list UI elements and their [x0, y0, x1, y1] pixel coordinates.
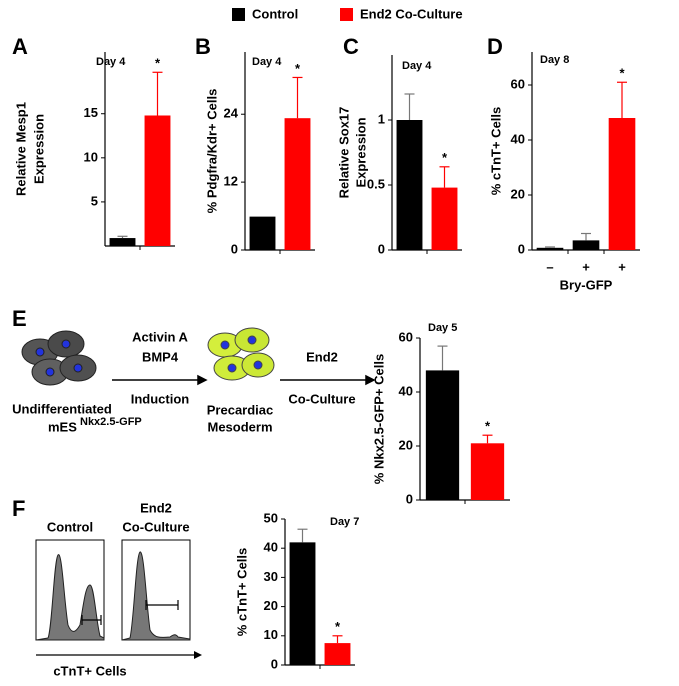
flow-title: Co-Culture	[122, 519, 189, 534]
diagram-label: Activin A	[132, 329, 188, 344]
mes-cells	[21, 330, 97, 386]
annotation: Day 7	[330, 516, 359, 528]
diagram-label: Precardiac	[207, 402, 274, 417]
flow-title: Control	[47, 519, 93, 534]
y-label: % Pdgfra/Kdr+ Cells	[204, 89, 219, 214]
bar	[249, 216, 276, 250]
panel-letter: A	[12, 34, 28, 59]
y-tick-label: 40	[264, 540, 278, 555]
diagram-label: mES	[48, 419, 77, 434]
diagram-label: Undifferentiated	[12, 401, 112, 416]
y-label: Relative Mesp1	[13, 102, 28, 196]
annotation: Day 4	[96, 56, 126, 68]
panel-letter: E	[12, 306, 27, 331]
bar	[396, 120, 423, 250]
legend-swatch	[232, 8, 245, 21]
x-label: Bry-GFP	[560, 277, 613, 292]
bar	[289, 542, 316, 665]
bar	[572, 240, 600, 250]
bar	[470, 443, 505, 500]
diagram-label: End2	[306, 349, 338, 364]
y-tick-label: 30	[264, 569, 278, 584]
bar	[144, 115, 171, 246]
bar	[284, 118, 311, 250]
diagram-superscript: Nkx2.5-GFP	[80, 416, 142, 428]
flow-xlabel: cTnT+ Cells	[53, 663, 126, 678]
flow-title: End2	[140, 500, 172, 515]
diagram-label: BMP4	[142, 349, 179, 364]
x-tick-label: –	[546, 259, 553, 274]
bar	[536, 247, 564, 250]
y-tick-label: 0	[231, 241, 238, 256]
y-tick-label: 0	[518, 241, 525, 256]
diagram-label: Induction	[131, 391, 190, 406]
annotation: Day 8	[540, 54, 569, 66]
significance: *	[442, 150, 448, 165]
y-label: Expression	[353, 117, 368, 187]
y-tick-label: 0	[378, 241, 385, 256]
panel-letter: C	[343, 34, 359, 59]
y-tick-label: 60	[511, 76, 525, 91]
flow-axis-arrow	[194, 651, 202, 659]
legend-label: End2 Co-Culture	[360, 6, 463, 21]
y-tick-label: 5	[91, 193, 98, 208]
x-tick-label: +	[618, 259, 626, 274]
y-tick-label: 10	[84, 149, 98, 164]
panel-letter: B	[195, 34, 211, 59]
annotation: Day 4	[402, 60, 432, 72]
significance: *	[485, 419, 491, 434]
y-tick-label: 50	[264, 510, 278, 525]
y-tick-label: 20	[264, 598, 278, 613]
significance: *	[335, 619, 341, 634]
panel-letter: D	[487, 34, 503, 59]
bar	[324, 643, 351, 665]
y-label: Expression	[31, 114, 46, 184]
legend-label: Control	[252, 6, 298, 21]
flow-histogram	[35, 554, 105, 641]
y-tick-label: 0.5	[367, 176, 385, 191]
y-tick-label: 60	[399, 329, 413, 344]
annotation: Day 5	[428, 322, 457, 334]
y-tick-label: 12	[224, 174, 238, 189]
bar	[109, 238, 136, 246]
y-tick-label: 24	[224, 106, 239, 121]
x-tick-label: +	[582, 259, 590, 274]
bar	[608, 118, 636, 250]
y-tick-label: 20	[399, 437, 413, 452]
bar	[425, 370, 460, 500]
y-tick-label: 40	[399, 383, 413, 398]
flow-histogram	[121, 551, 191, 641]
y-label: % cTnT+ Cells	[488, 107, 503, 196]
significance: *	[155, 56, 161, 71]
y-label: % Nkx2.5-GFP+ Cells	[371, 354, 386, 484]
mesoderm-cells	[207, 327, 275, 381]
y-tick-label: 40	[511, 131, 525, 146]
legend-swatch	[340, 8, 353, 21]
diagram-label: Mesoderm	[207, 419, 272, 434]
flow-gates	[81, 600, 179, 625]
bar	[431, 187, 458, 250]
significance: *	[295, 61, 301, 76]
y-label: Relative Sox17	[336, 107, 351, 199]
y-tick-label: 1	[378, 111, 385, 126]
significance: *	[619, 66, 625, 81]
y-tick-label: 20	[511, 186, 525, 201]
y-tick-label: 10	[264, 627, 278, 642]
annotation: Day 4	[252, 56, 282, 68]
y-tick-label: 0	[271, 656, 278, 671]
y-label: % cTnT+ Cells	[234, 548, 249, 637]
y-tick-label: 15	[84, 105, 98, 120]
diagram-label: Co-Culture	[288, 391, 355, 406]
arrows	[112, 374, 376, 386]
panel-letter: F	[12, 496, 25, 521]
y-tick-label: 0	[406, 491, 413, 506]
